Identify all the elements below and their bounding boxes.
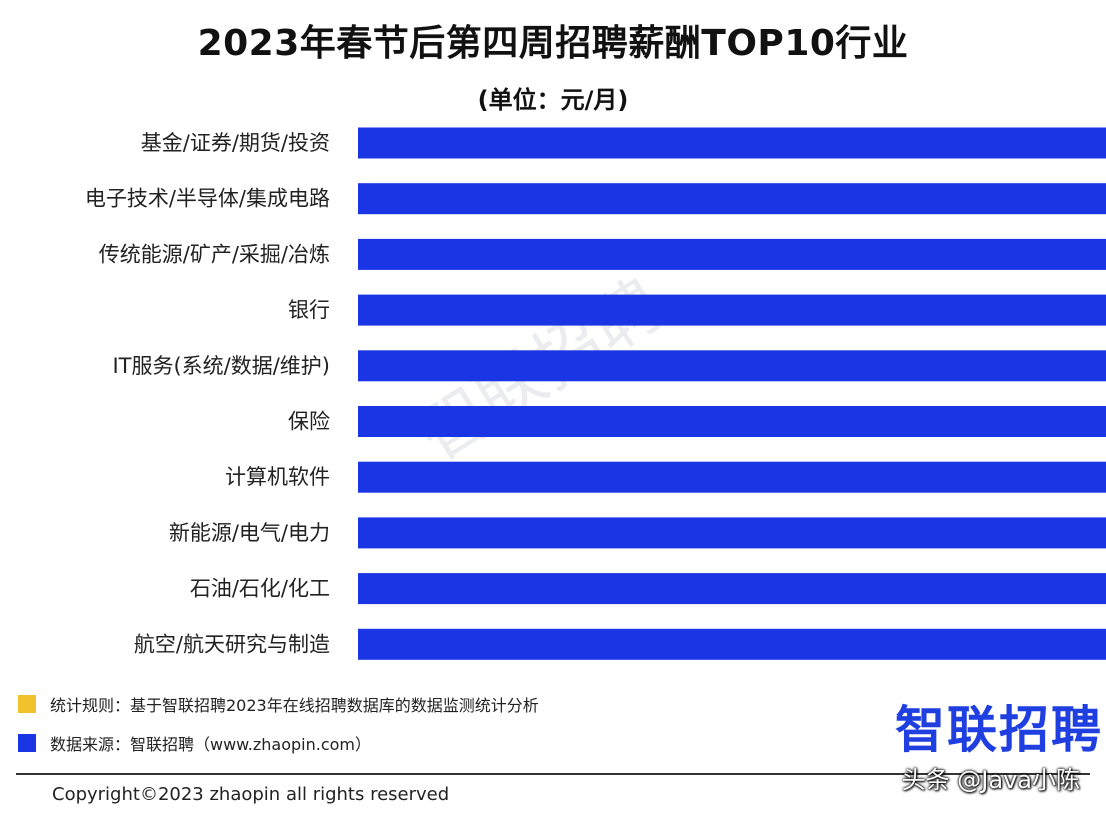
bar (358, 350, 1106, 382)
category-label: 保险 (288, 410, 330, 434)
overlay-watermark: 头条 @Java小陈 (901, 766, 1080, 794)
category-label: 计算机软件 (225, 465, 330, 489)
bar (358, 294, 1106, 326)
note-source-swatch (18, 734, 36, 752)
category-label: 基金/证券/期货/投资 (141, 131, 330, 155)
bar (358, 238, 1106, 270)
footer-divider (16, 773, 1090, 775)
chart-subtitle: (单位：元/月) (477, 86, 629, 114)
bar-chart: 基金/证券/期货/投资12745电子技术/半导体/集成电路11502传统能源/矿… (85, 127, 1106, 660)
bar (358, 517, 1106, 549)
note-rule-text: 统计规则：基于智联招聘2023年在线招聘数据库的数据监测统计分析 (50, 696, 539, 715)
note-rule: 统计规则：基于智联招聘2023年在线招聘数据库的数据监测统计分析 (18, 692, 539, 716)
note-rule-swatch (18, 695, 36, 713)
note-source: 数据来源：智联招聘（www.zhaopin.com） (18, 731, 371, 755)
bar (358, 573, 1106, 605)
bar (358, 461, 1106, 493)
category-label: 电子技术/半导体/集成电路 (85, 187, 330, 211)
copyright-text: Copyright©2023 zhaopin all rights reserv… (52, 784, 450, 805)
zhaopin-logo: 智联招聘 (895, 701, 1103, 759)
category-label: 银行 (288, 298, 330, 322)
category-label: 航空/航天研究与制造 (134, 632, 330, 656)
bar (358, 127, 1106, 159)
bar (358, 183, 1106, 215)
chart-title: 2023年春节后第四周招聘薪酬TOP10行业 (197, 23, 909, 64)
category-label: 石油/石化/化工 (190, 577, 330, 601)
category-label: 传统能源/矿产/采掘/冶炼 (99, 242, 330, 266)
category-label: 新能源/电气/电力 (169, 521, 330, 545)
note-source-text: 数据来源：智联招聘（www.zhaopin.com） (50, 735, 372, 754)
bar (358, 628, 1106, 660)
bar (358, 406, 1106, 437)
category-label: IT服务(系统/数据/维护) (112, 354, 330, 378)
